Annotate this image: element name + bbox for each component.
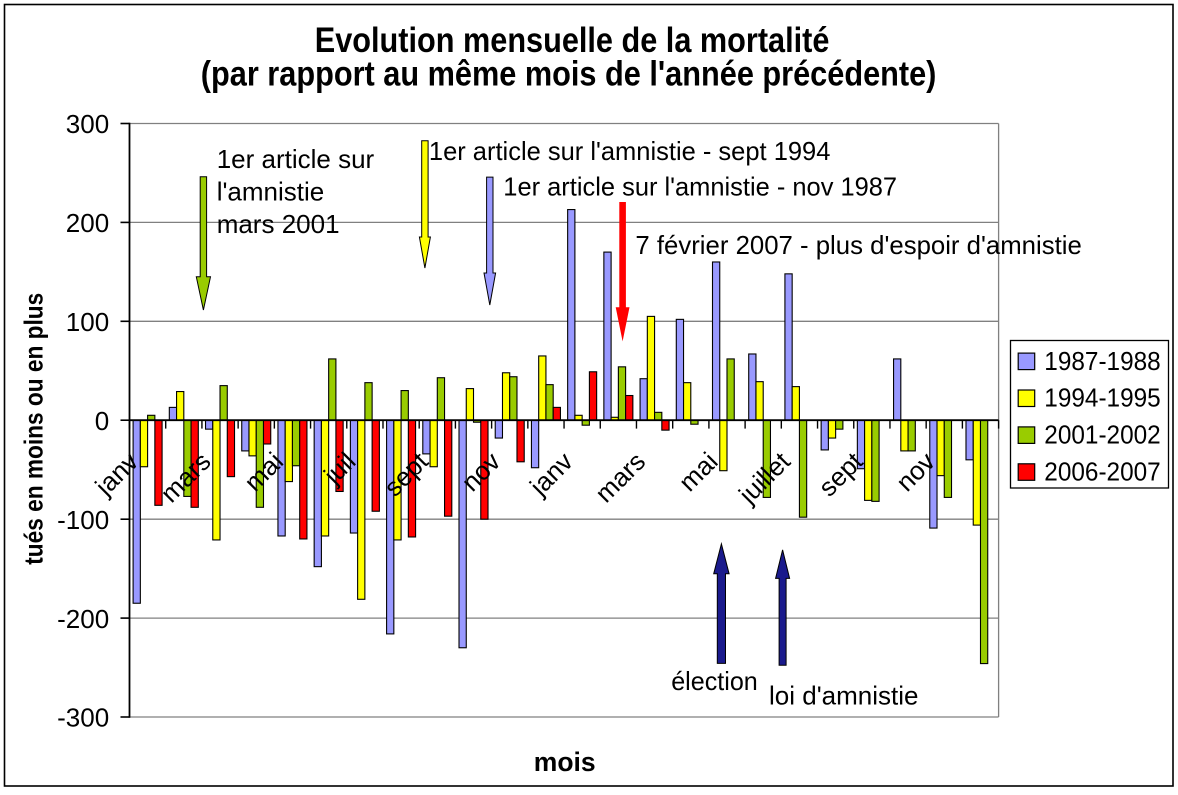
svg-text:loi d'amnistie: loi d'amnistie: [769, 681, 918, 711]
svg-text:1er article sur l'amnistie - s: 1er article sur l'amnistie - sept 1994: [429, 136, 831, 166]
svg-text:-300: -300: [57, 703, 109, 733]
svg-text:2001-2002: 2001-2002: [1044, 420, 1160, 450]
svg-text:7 février 2007 - plus d'espoir: 7 février 2007 - plus d'espoir d'amnisti…: [635, 230, 1081, 260]
svg-text:mars 2001: mars 2001: [217, 209, 340, 239]
svg-text:100: 100: [66, 307, 109, 337]
svg-text:l'amnistie: l'amnistie: [217, 176, 325, 206]
svg-text:0: 0: [95, 406, 109, 436]
svg-text:2006-2007: 2006-2007: [1044, 457, 1160, 487]
svg-text:Evolution mensuelle de la mort: Evolution mensuelle de la mortalité: [315, 21, 830, 60]
svg-text:1987-1988: 1987-1988: [1044, 346, 1160, 376]
svg-text:(par rapport au même mois de l: (par rapport au même mois de l'année pré…: [201, 55, 937, 94]
svg-text:tués en moins ou en plus: tués en moins ou en plus: [19, 293, 49, 565]
svg-text:1994-1995: 1994-1995: [1044, 383, 1160, 413]
svg-text:-100: -100: [57, 505, 109, 535]
svg-text:-200: -200: [57, 604, 109, 634]
svg-text:1er article sur l'amnistie - n: 1er article sur l'amnistie - nov 1987: [503, 172, 897, 202]
svg-text:300: 300: [66, 109, 109, 139]
svg-text:mois: mois: [534, 747, 596, 777]
svg-text:élection: élection: [671, 666, 758, 696]
svg-text:1er article sur: 1er article sur: [217, 144, 375, 174]
svg-text:200: 200: [66, 208, 109, 238]
